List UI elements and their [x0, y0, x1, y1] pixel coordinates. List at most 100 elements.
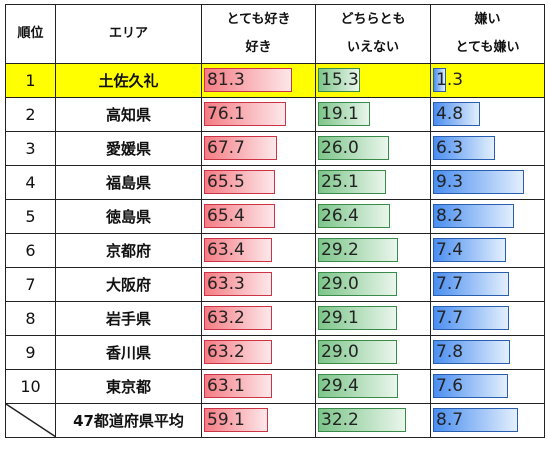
like-value: 76.1 — [207, 104, 245, 124]
like-cell: 59.1 — [201, 403, 316, 438]
neutral-bar — [318, 204, 390, 228]
like-bar — [204, 306, 273, 330]
rank-cell: 3 — [5, 131, 56, 166]
area-cell: 徳島県 — [55, 199, 202, 234]
neutral-bar — [318, 102, 371, 126]
header-rank: 順位 — [5, 4, 56, 64]
like-value: 81.3 — [207, 70, 245, 90]
neutral-value: 32.2 — [321, 410, 359, 430]
like-value: 63.3 — [207, 274, 245, 294]
area-cell: 京都府 — [55, 233, 202, 268]
table-row: 8 岩手県 63.2 29.1 7.7 — [5, 301, 545, 336]
neutral-bar — [318, 340, 398, 364]
neutral-cell: 29.0 — [315, 335, 431, 370]
area-cell: 福島県 — [55, 165, 202, 200]
dislike-cell: 8.2 — [430, 199, 545, 234]
rank-cell: 4 — [5, 165, 56, 200]
dislike-value: 6.3 — [436, 138, 464, 158]
neutral-bar — [318, 272, 398, 296]
dislike-value: 1.3 — [436, 70, 464, 90]
dislike-cell: 7.8 — [430, 335, 545, 370]
neutral-value: 29.0 — [321, 342, 359, 362]
dislike-bar — [433, 340, 510, 364]
table-row: 4 福島県 65.5 25.1 9.3 — [5, 165, 545, 200]
dislike-value: 8.2 — [436, 206, 464, 226]
neutral-value: 15.3 — [321, 70, 359, 90]
average-area-cell: 47都道府県平均 — [55, 403, 202, 438]
like-value: 67.7 — [207, 138, 245, 158]
table-row: 6 京都府 63.4 29.2 7.4 — [5, 233, 545, 268]
neutral-bar — [318, 238, 398, 262]
dislike-bar — [433, 272, 509, 296]
like-bar — [204, 204, 275, 228]
area-cell: 岩手県 — [55, 301, 202, 336]
like-cell: 81.3 — [201, 63, 316, 98]
rank-cell: 10 — [5, 369, 56, 404]
area-cell: 愛媛県 — [55, 131, 202, 166]
header-like: とても好き 好き — [201, 4, 316, 64]
header-row: 順位 エリア とても好き 好き どちらとも いえない 嫌い とても嫌い — [5, 4, 545, 64]
dislike-value: 7.4 — [436, 240, 464, 260]
like-value: 63.2 — [207, 342, 245, 362]
like-bar — [204, 238, 273, 262]
like-value: 63.1 — [207, 376, 245, 396]
neutral-cell: 25.1 — [315, 165, 431, 200]
neutral-bar — [318, 374, 399, 398]
header-like-line1: とても好き — [226, 12, 291, 27]
neutral-bar — [318, 68, 360, 92]
neutral-bar — [318, 170, 387, 194]
like-cell: 65.5 — [201, 165, 316, 200]
neutral-cell: 26.0 — [315, 131, 431, 166]
like-bar — [204, 408, 268, 432]
dislike-cell: 7.7 — [430, 301, 545, 336]
table-row: 10 東京都 63.1 29.4 7.6 — [5, 369, 545, 404]
dislike-value: 8.7 — [436, 410, 464, 430]
dislike-cell: 8.7 — [430, 403, 545, 438]
table-row: 9 香川県 63.2 29.0 7.8 — [5, 335, 545, 370]
like-cell: 63.4 — [201, 233, 316, 268]
dislike-bar — [433, 136, 495, 160]
header-dislike-line2: とても嫌い — [455, 40, 520, 55]
like-bar — [204, 102, 287, 126]
dislike-cell: 7.7 — [430, 267, 545, 302]
header-neutral-line1: どちらとも — [340, 12, 406, 27]
neutral-value: 26.4 — [321, 206, 359, 226]
rank-cell: 8 — [5, 301, 56, 336]
area-cell: 東京都 — [55, 369, 202, 404]
dislike-value: 7.6 — [436, 376, 464, 396]
dislike-bar — [433, 204, 514, 228]
like-cell: 63.1 — [201, 369, 316, 404]
area-cell: 香川県 — [55, 335, 202, 370]
like-bar — [204, 136, 278, 160]
neutral-cell: 19.1 — [315, 97, 431, 132]
like-bar — [204, 68, 292, 92]
like-bar — [204, 340, 273, 364]
like-bar — [204, 272, 273, 296]
rank-cell: 9 — [5, 335, 56, 370]
table-body: 1 土佐久礼 81.3 15.3 1.3 2 高知県 76.1 19.1 4.8 3 愛媛県 67.7 2… — [5, 63, 545, 438]
diagonal-cell — [5, 403, 56, 438]
neutral-cell: 15.3 — [315, 63, 431, 98]
table-row: 7 大阪府 63.3 29.0 7.7 — [5, 267, 545, 302]
neutral-bar — [318, 306, 398, 330]
table-row: 5 徳島県 65.4 26.4 8.2 — [5, 199, 545, 234]
dislike-value: 9.3 — [436, 172, 464, 192]
neutral-bar — [318, 136, 389, 160]
dislike-bar — [433, 238, 506, 262]
neutral-value: 29.1 — [321, 308, 359, 328]
like-value: 59.1 — [207, 410, 245, 430]
dislike-bar — [433, 102, 481, 126]
neutral-value: 29.2 — [321, 240, 359, 260]
rank-cell: 7 — [5, 267, 56, 302]
header-neutral: どちらとも いえない — [315, 4, 431, 64]
neutral-cell: 29.1 — [315, 301, 431, 336]
like-cell: 76.1 — [201, 97, 316, 132]
area-cell: 大阪府 — [55, 267, 202, 302]
like-bar — [204, 170, 275, 194]
area-cell: 土佐久礼 — [55, 63, 202, 98]
like-value: 63.2 — [207, 308, 245, 328]
dislike-value: 7.8 — [436, 342, 464, 362]
dislike-value: 7.7 — [436, 274, 464, 294]
table-row: 2 高知県 76.1 19.1 4.8 — [5, 97, 545, 132]
dislike-cell: 4.8 — [430, 97, 545, 132]
